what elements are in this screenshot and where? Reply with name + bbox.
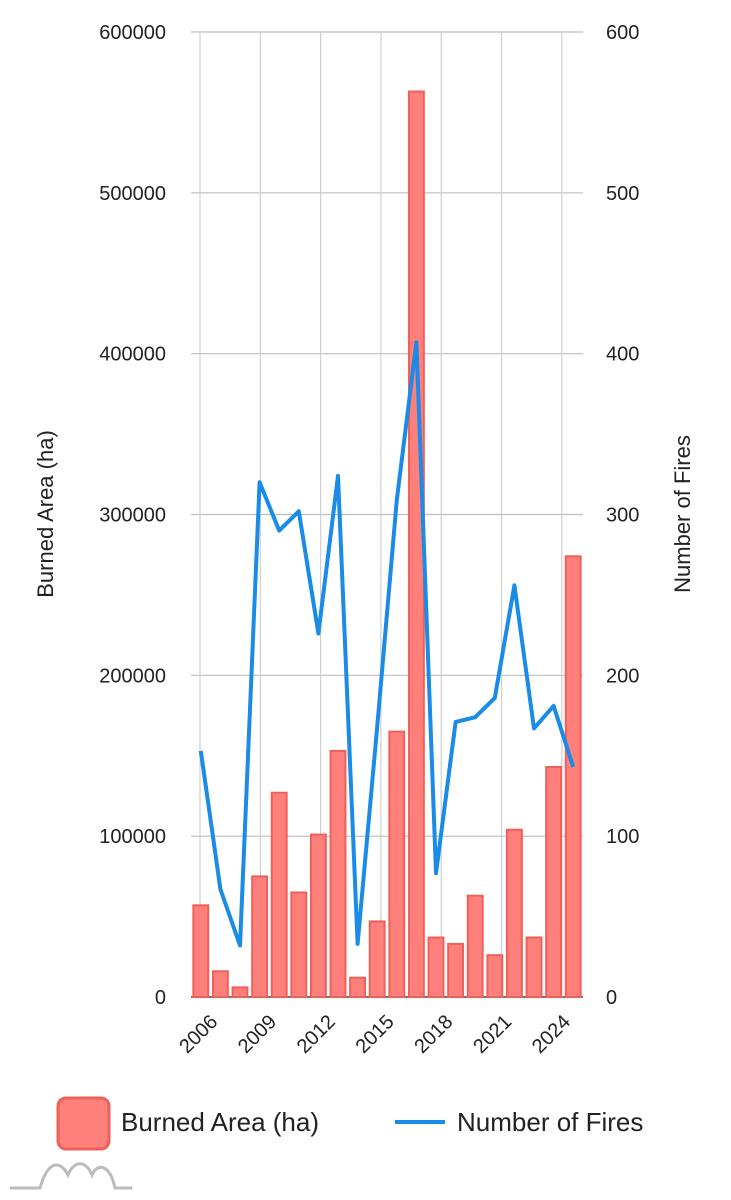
bar-2017 [407,90,425,998]
x-tick-label: 2012 [293,1011,340,1058]
bar-2023 [525,936,543,998]
x-tick-label: 2018 [410,1011,457,1058]
left-axis-title: Burned Area (ha) [33,430,58,598]
right-tick-label: 500 [606,183,639,205]
left-tick-label: 400000 [99,344,166,366]
right-tick-label: 300 [606,505,639,527]
right-tick-label: 200 [606,665,639,687]
right-axis-tick-labels: 0 100 200 300 400 500 600 [606,22,639,1009]
bar-2016 [388,730,406,998]
left-tick-label: 600000 [99,22,166,44]
left-axis-tick-labels: 0 100000 200000 300000 400000 500000 600000 [99,22,166,1009]
left-tick-label: 100000 [99,826,166,848]
bar-2008 [231,986,249,998]
bar-2018 [427,936,445,998]
burned-area-bars [192,90,582,999]
grid-lines [191,31,583,998]
bar-2011 [290,891,308,998]
x-axis-tick-labels: 2006 2009 2012 2015 2018 2021 2024 [175,1011,575,1058]
x-tick-label: 2024 [528,1011,575,1058]
x-tick-label: 2009 [234,1011,281,1058]
bar-2022 [505,828,523,998]
right-tick-label: 0 [606,987,617,1009]
left-tick-label: 0 [155,987,166,1009]
legend-label-number-of-fires: Number of Fires [457,1107,643,1137]
bar-2007 [211,970,229,998]
bar-2020 [466,894,484,998]
x-tick-label: 2006 [175,1011,222,1058]
x-tick-label: 2021 [469,1011,516,1058]
left-tick-label: 500000 [99,183,166,205]
bar-2015 [368,920,386,998]
left-tick-label: 300000 [99,505,166,527]
bar-2025 [564,555,582,998]
bar-2019 [447,942,465,998]
right-tick-label: 400 [606,344,639,366]
left-tick-label: 200000 [99,665,166,687]
right-tick-label: 600 [606,22,639,44]
bar-2006 [192,904,210,999]
bar-2024 [545,766,563,999]
right-axis-title: Number of Fires [670,435,695,593]
legend-label-burned-area: Burned Area (ha) [121,1107,319,1137]
bar-2009 [251,875,269,998]
bar-2010 [270,791,288,998]
number-of-fires-line [198,340,576,948]
watermark-logo-icon [10,1162,132,1190]
bar-2021 [486,954,504,999]
bar-2014 [349,976,367,999]
legend: Burned Area (ha) Number of Fires [56,1096,643,1151]
bar-2013 [329,749,347,998]
bar-2012 [309,833,327,999]
x-tick-label: 2015 [352,1011,399,1058]
legend-swatch-burned-area [56,1096,111,1151]
right-tick-label: 100 [606,826,639,848]
